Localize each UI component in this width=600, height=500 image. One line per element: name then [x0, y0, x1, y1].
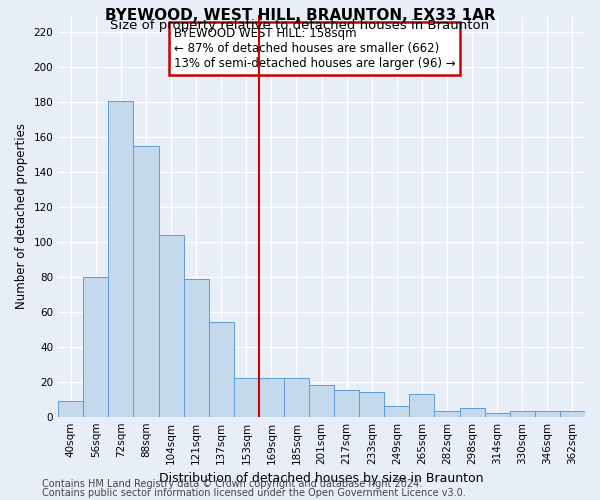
Bar [284, 378, 309, 416]
Text: BYEWOOD, WEST HILL, BRAUNTON, EX33 1AR: BYEWOOD, WEST HILL, BRAUNTON, EX33 1AR [104, 8, 496, 22]
Bar [309, 385, 334, 416]
Bar [485, 413, 510, 416]
Text: Contains public sector information licensed under the Open Government Licence v3: Contains public sector information licen… [42, 488, 466, 498]
Bar [158, 235, 184, 416]
Bar [535, 412, 560, 416]
Bar [133, 146, 158, 416]
Y-axis label: Number of detached properties: Number of detached properties [15, 123, 28, 309]
Bar [409, 394, 434, 416]
Bar [234, 378, 259, 416]
Bar [58, 401, 83, 416]
X-axis label: Distribution of detached houses by size in Braunton: Distribution of detached houses by size … [160, 472, 484, 485]
Bar [560, 412, 585, 416]
Bar [259, 378, 284, 416]
Bar [184, 278, 209, 416]
Bar [510, 412, 535, 416]
Text: BYEWOOD WEST HILL: 158sqm
← 87% of detached houses are smaller (662)
13% of semi: BYEWOOD WEST HILL: 158sqm ← 87% of detac… [174, 27, 455, 70]
Text: Contains HM Land Registry data © Crown copyright and database right 2024.: Contains HM Land Registry data © Crown c… [42, 479, 422, 489]
Bar [109, 100, 133, 416]
Bar [334, 390, 359, 416]
Bar [385, 406, 409, 416]
Bar [359, 392, 385, 416]
Bar [83, 277, 109, 416]
Bar [434, 412, 460, 416]
Bar [460, 408, 485, 416]
Text: Size of property relative to detached houses in Braunton: Size of property relative to detached ho… [110, 18, 490, 32]
Bar [209, 322, 234, 416]
